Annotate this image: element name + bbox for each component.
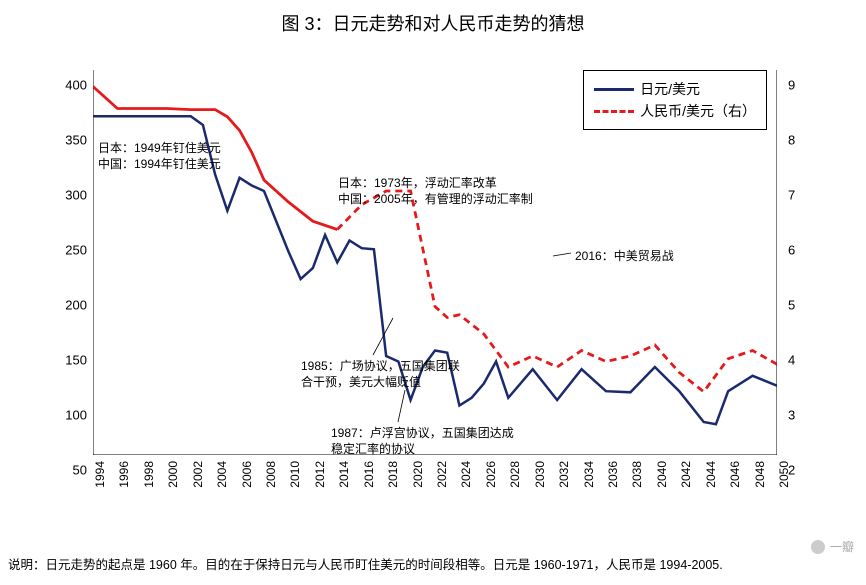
legend: 日元/美元 人民币/美元（右）	[583, 70, 767, 130]
x-axis: 1994199619982000200220042006200820102012…	[93, 457, 777, 497]
annotation-a3: 1985：广场协议，五国集团联合干预，美元大幅贬值	[301, 358, 460, 390]
legend-label-jpy: 日元/美元	[640, 79, 700, 99]
wechat-icon	[810, 539, 826, 555]
annotation-a2: 日本：1973年，浮动汇率改革中国：2005年，有管理的浮动汇率制	[338, 175, 533, 207]
y-axis-left: 50100150200250300350400	[55, 70, 90, 455]
annotation-a5: 2016：中美贸易战	[575, 248, 674, 264]
annotation-a4: 1987：卢浮宫协议，五国集团达成稳定汇率的协议	[331, 425, 514, 457]
plot-area: 日元/美元 人民币/美元（右） 日本：1949年钉住美元中国：1994年钉住美元…	[93, 70, 777, 455]
legend-item-jpy: 日元/美元	[594, 79, 756, 99]
chart-container: 图 3：日元走势和对人民币走势的猜想 501001502002503003504…	[0, 0, 866, 585]
chart-area: 50100150200250300350400 23456789 日元/美元 人…	[55, 55, 815, 495]
chart-title: 图 3：日元走势和对人民币走势的猜想	[0, 0, 866, 36]
y-axis-right: 23456789	[785, 70, 815, 455]
legend-swatch-cny	[594, 110, 634, 113]
annotation-a1: 日本：1949年钉住美元中国：1994年钉住美元	[98, 140, 221, 172]
footnote: 说明：日元走势的起点是 1960 年。目的在于保持日元与人民币盯住美元的时间段相…	[8, 556, 858, 575]
legend-label-cny: 人民币/美元（右）	[640, 101, 756, 121]
legend-swatch-jpy	[594, 88, 634, 91]
watermark: 一瓣	[810, 538, 854, 555]
legend-item-cny: 人民币/美元（右）	[594, 101, 756, 121]
